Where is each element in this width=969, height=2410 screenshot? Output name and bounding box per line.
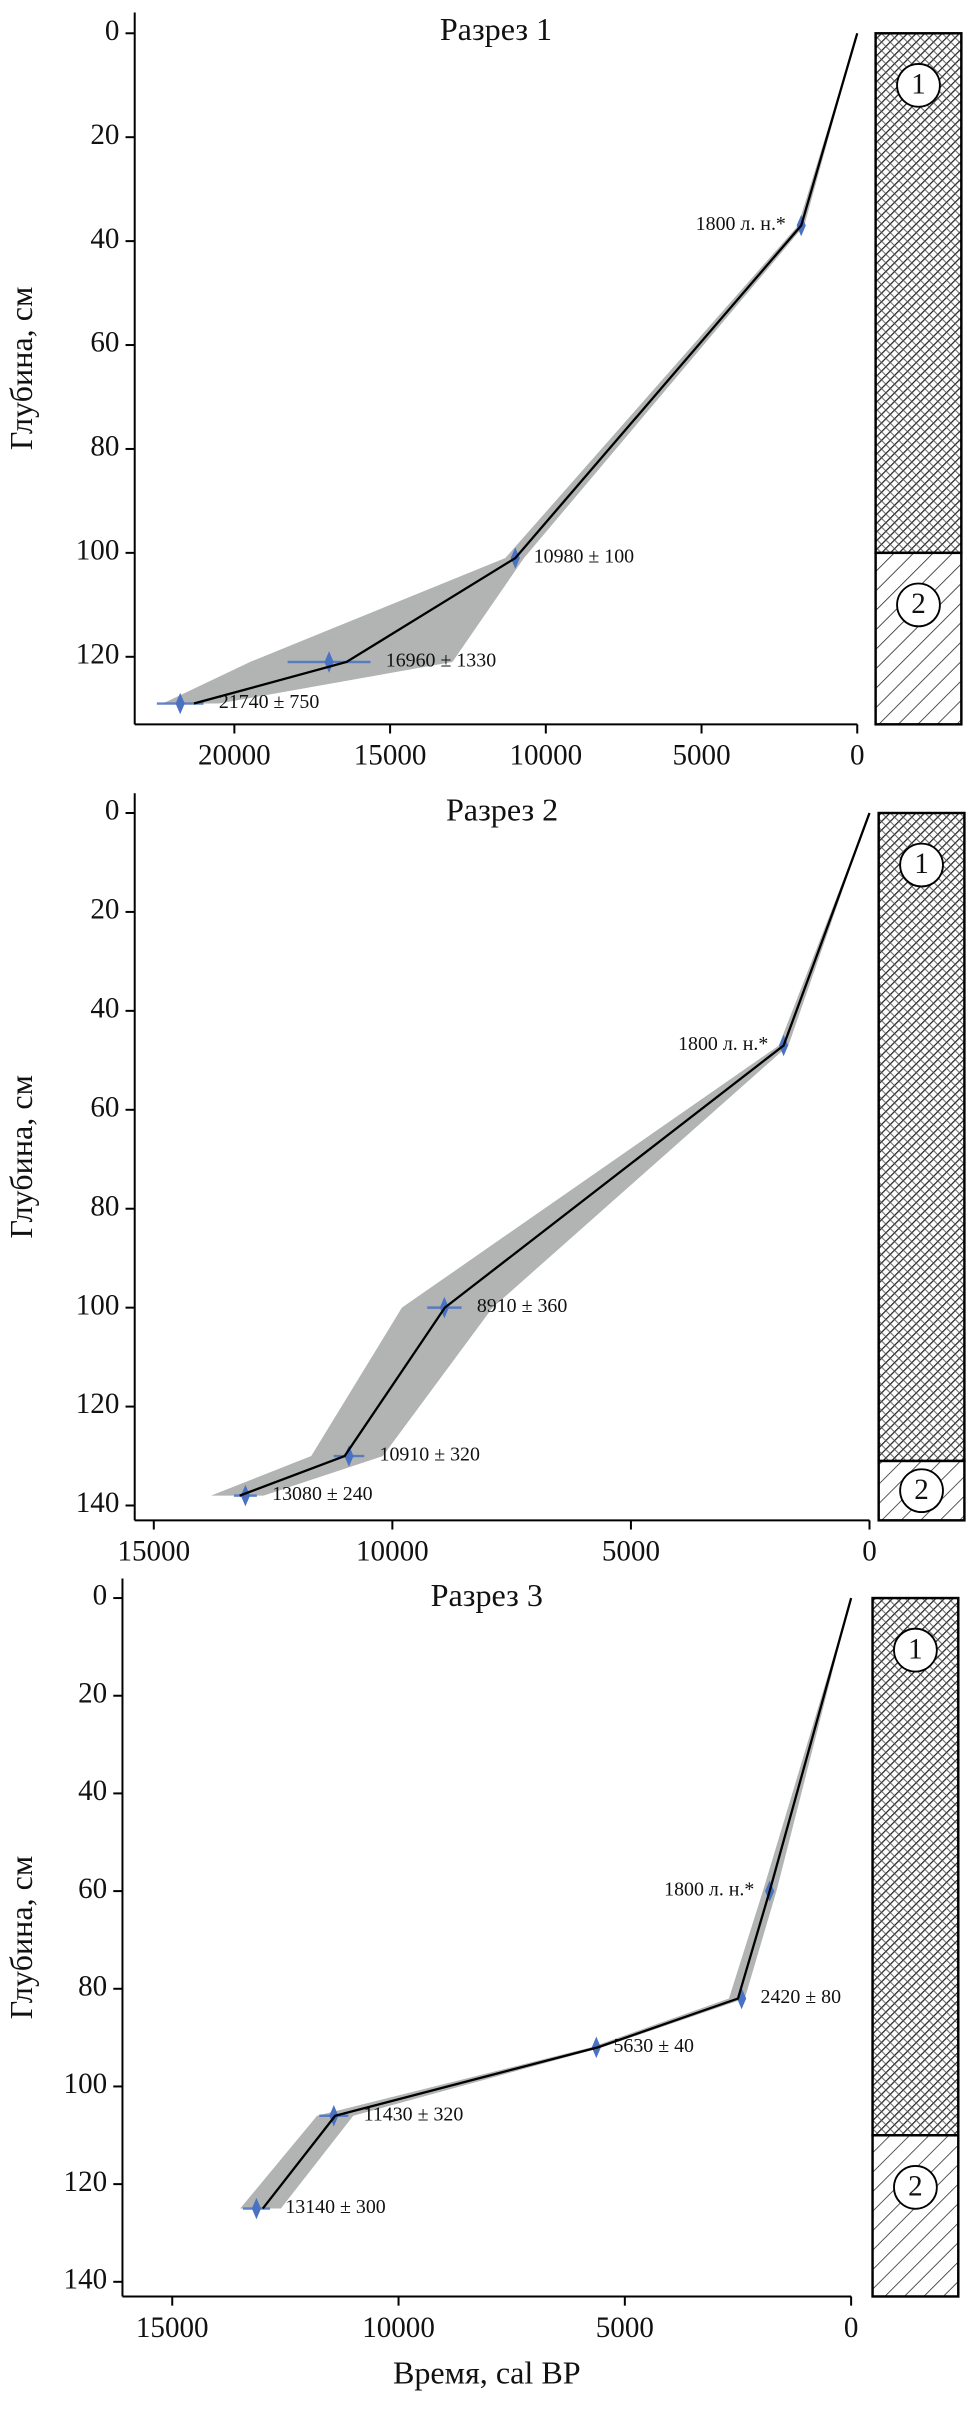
x-tick-label: 5000 [602, 1536, 660, 1568]
y-tick-label: 100 [76, 1289, 120, 1321]
layer-label: 2 [908, 2171, 923, 2203]
layer [871, 2134, 960, 2298]
y-tick-label: 60 [90, 1091, 119, 1123]
y-tick-label: 60 [90, 327, 119, 359]
chart-title: Разрез 3 [431, 1577, 543, 1613]
date-label: 11430 ± 320 [364, 2103, 464, 2125]
y-tick-label: 140 [64, 2263, 108, 2295]
x-tick-label: 10000 [356, 1536, 429, 1568]
layer-label: 1 [914, 848, 929, 880]
x-tick-label: 5000 [596, 2312, 654, 2344]
y-tick-label: 0 [105, 15, 120, 47]
uncertainty-band [211, 812, 870, 1496]
x-tick-label: 15000 [136, 2312, 209, 2344]
y-tick-label: 100 [64, 2068, 108, 2100]
date-label: 13140 ± 300 [285, 2196, 385, 2218]
layer-label: 2 [911, 588, 926, 620]
y-tick-label: 80 [90, 431, 119, 463]
layer-marker [899, 1468, 944, 1514]
layer-marker [893, 2164, 938, 2210]
age-depth-line [193, 32, 859, 705]
y-tick-label: 20 [78, 1677, 107, 1709]
date-label: 16960 ± 1330 [386, 650, 496, 672]
x-tick-label: 0 [862, 1536, 877, 1568]
x-tick-label: 10000 [509, 740, 582, 772]
y-axis-label: Глубина, см [3, 1856, 39, 2019]
y-tick-label: 0 [93, 1580, 108, 1612]
chart-title: Разрез 1 [440, 11, 552, 47]
y-tick-label: 40 [90, 993, 119, 1025]
layer-label: 1 [908, 1633, 923, 1665]
layer-label: 1 [911, 69, 926, 101]
layer [874, 551, 963, 726]
date-label: 10980 ± 100 [534, 546, 634, 568]
layer [874, 32, 963, 555]
layer-marker [896, 582, 941, 628]
y-axis-label: Глубина, см [3, 1075, 39, 1238]
layer-marker [896, 62, 941, 108]
date-point [251, 2197, 262, 2220]
x-tick-label: 20000 [198, 740, 271, 772]
x-tick-label: 0 [850, 740, 865, 772]
y-tick-label: 120 [64, 2166, 108, 2198]
layer [877, 811, 966, 1463]
layer-marker [893, 1627, 938, 1673]
date-label: 8910 ± 360 [477, 1295, 568, 1317]
y-axis-label: Глубина, см [3, 287, 39, 450]
layer-marker [899, 842, 944, 888]
x-tick-label: 15000 [117, 1536, 190, 1568]
date-label: 5630 ± 40 [613, 2035, 694, 2057]
uncertainty-band [162, 33, 858, 704]
y-tick-label: 120 [76, 638, 120, 670]
x-tick-label: 0 [844, 2312, 859, 2344]
date-label: 2420 ± 80 [761, 1986, 842, 2008]
x-tick-label: 15000 [354, 740, 427, 772]
y-tick-label: 120 [76, 1388, 120, 1420]
x-tick-label: 5000 [672, 740, 730, 772]
y-tick-label: 40 [90, 223, 119, 255]
y-tick-label: 60 [78, 1873, 107, 1905]
age-depth-line [239, 812, 871, 1497]
date-label: 13080 ± 240 [272, 1483, 372, 1505]
layer [871, 1596, 960, 2137]
layer-label: 2 [914, 1474, 929, 1506]
date-label: 1800 л. н.* [664, 1879, 754, 1901]
x-axis-label: Время, cal BP [393, 2354, 581, 2390]
y-tick-label: 20 [90, 894, 119, 926]
y-tick-label: 40 [78, 1775, 107, 1807]
date-label: 21740 ± 750 [219, 691, 319, 713]
date-label: 1800 л. н.* [678, 1033, 768, 1055]
age-depth-line [261, 1597, 853, 2210]
date-label: 10910 ± 320 [380, 1444, 480, 1466]
y-tick-label: 80 [90, 1190, 119, 1222]
y-tick-label: 80 [78, 1970, 107, 2002]
chart-title: Разрез 2 [446, 791, 558, 827]
uncertainty-band [240, 1598, 852, 2209]
x-tick-label: 10000 [362, 2312, 435, 2344]
y-tick-label: 100 [76, 535, 120, 567]
date-label: 1800 л. н.* [696, 213, 786, 235]
y-tick-label: 140 [76, 1487, 120, 1519]
y-tick-label: 20 [90, 119, 119, 151]
y-tick-label: 0 [105, 795, 120, 827]
